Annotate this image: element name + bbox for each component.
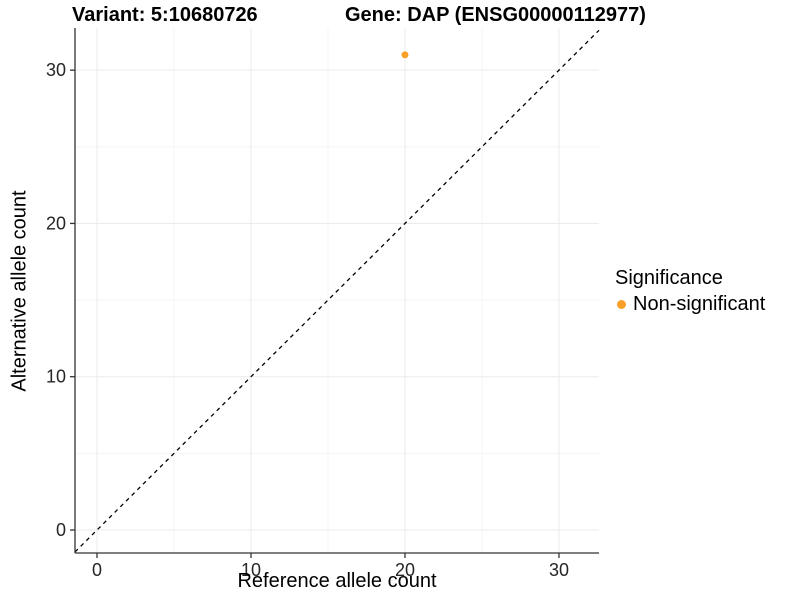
plot-title-gene: Gene: DAP (ENSG00000112977) <box>345 4 646 26</box>
plot-panel: 0 10 20 30 0 10 20 30 <box>46 28 600 580</box>
x-tick-label: 0 <box>92 560 102 580</box>
legend-point-icon <box>617 300 626 309</box>
legend: Significance Non-significant <box>615 266 765 316</box>
legend-entries: Non-significant <box>615 293 765 316</box>
x-tick-label: 10 <box>241 560 261 580</box>
y-tick-label: 20 <box>46 213 66 233</box>
legend-entry-label: Non-significant <box>633 293 766 315</box>
data-point <box>401 51 409 59</box>
plot-title-variant: Variant: 5:10680726 <box>72 4 258 26</box>
identity-line <box>74 29 600 553</box>
x-axis-label: Reference allele count <box>237 570 437 592</box>
y-axis-label: Alternative allele count <box>8 190 31 392</box>
legend-entry: Non-significant <box>615 293 765 316</box>
legend-title: Significance <box>615 267 723 289</box>
y-tick-label: 30 <box>46 60 66 80</box>
x-tick-label: 30 <box>549 560 569 580</box>
y-tick-label: 0 <box>56 520 66 540</box>
y-tick-label: 10 <box>46 367 66 387</box>
x-tick-label: 20 <box>395 560 415 580</box>
